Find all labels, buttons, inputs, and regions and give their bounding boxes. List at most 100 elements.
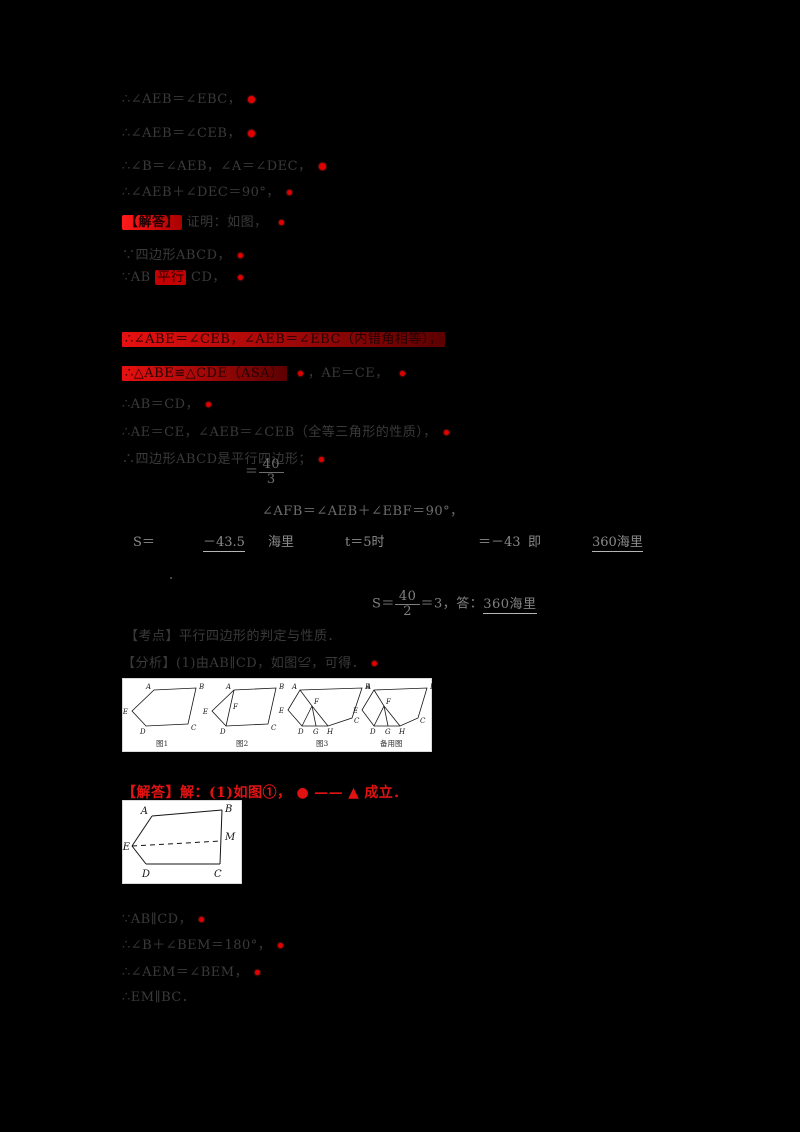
math-line: ∠AFB＝∠AEB＋∠EBF＝90°， <box>262 500 464 519</box>
topic-text: 【考点】平行四边形的判定与性质． <box>125 629 342 644</box>
point-label-A: A <box>225 683 231 691</box>
proof-text: ，AE＝CE， <box>307 366 389 381</box>
answer-prefix: 【解答】解：(1)如图①， <box>122 785 292 801</box>
answer-mark-icon <box>255 970 261 975</box>
answer-mark-icon <box>278 943 284 948</box>
proof-text: ∵AB∥CD， <box>122 912 193 927</box>
equation-mid: ＝3，答： <box>420 596 484 612</box>
triangle-icon: ▲ <box>348 785 360 801</box>
proof-text: CD， <box>191 270 226 285</box>
highlighted-proof-line: ∴∠ABE＝∠CEB，∠AEB＝∠EBC（内错角相等）， <box>122 328 446 347</box>
figure-edge <box>383 705 401 727</box>
proof-line: ∴EM∥BC． <box>122 986 195 1005</box>
point-label-D: D <box>297 728 304 736</box>
point-label-B: B <box>278 683 284 691</box>
point-label-G: G <box>385 728 391 736</box>
point-label-C: C <box>354 717 360 725</box>
math-token: S＝ <box>133 535 155 550</box>
point-label-E: E <box>352 707 358 715</box>
figure-2-edges <box>211 687 277 727</box>
answer-mark-icon <box>443 430 449 435</box>
solution-text: 证明：如图， <box>186 215 268 230</box>
point-label-A: A <box>145 683 151 691</box>
proof-text: ∴∠B＝∠AEB，∠A＝∠DEC， <box>122 159 312 174</box>
proof-text: ∴∠B＋∠BEM＝180°， <box>122 938 272 953</box>
fraction-numerator: 40 <box>394 590 421 605</box>
fraction-prefix: ＝ <box>245 464 259 480</box>
circle-icon: ● <box>296 785 310 801</box>
fraction-numerator: 40 <box>258 458 285 473</box>
analysis-text: 【分析】(1)由AB∥CD，如图≌，可得． <box>122 656 366 671</box>
proof-text: ∴∠AEM＝∠BEM， <box>122 965 249 980</box>
point-label-C: C <box>271 724 277 732</box>
math-token: 即 <box>528 535 542 550</box>
figure-edge <box>311 705 317 727</box>
point-label-C: C <box>214 869 222 880</box>
proof-line: ∴∠AEB＝∠CEB， <box>122 122 255 141</box>
equation-prefix: S＝ <box>372 596 395 612</box>
answer-suffix: 成立． <box>364 785 408 801</box>
solution-tag: 【解答】 <box>122 215 183 230</box>
equation-result: 360海里 <box>483 596 537 614</box>
proof-line: ∴∠AEB＋∠DEC＝90°， <box>122 181 292 200</box>
point-label-M: M <box>224 832 236 843</box>
answer-mark-icon <box>286 190 292 195</box>
figure-edge <box>311 705 329 727</box>
point-label-A: A <box>291 683 297 691</box>
fraction-denominator: 2 <box>403 603 413 619</box>
answer-mark-icon <box>237 275 243 280</box>
geometry-figure-strip: A B C D E 图1 A B C D E F 图2 <box>122 683 435 748</box>
proof-line: ∵四边形ABCD， <box>122 244 244 263</box>
proof-line: ∴∠B＝∠AEB，∠A＝∠DEC， <box>122 155 326 174</box>
point-label-D: D <box>139 728 146 736</box>
figure-edge <box>151 809 223 817</box>
point-label-F: F <box>385 698 392 706</box>
figure-edge <box>373 705 385 727</box>
proof-line: ∴∠AEM＝∠BEM， <box>122 961 261 980</box>
figure-edge <box>225 689 235 727</box>
math-token: ＝－43 <box>478 535 521 550</box>
point-label-E: E <box>122 842 131 853</box>
point-label-A: A <box>365 683 371 691</box>
figure-1-caption: 图1 <box>156 739 168 748</box>
math-text: ∠AFB＝∠AEB＋∠EBF＝90°， <box>262 504 464 519</box>
figure-edge <box>301 705 313 727</box>
solution-header-line: 【解答】 证明：如图， <box>122 211 285 230</box>
proof-text: ∴EM∥BC． <box>122 990 196 1005</box>
math-token: t＝5时 <box>345 535 385 550</box>
figure-edge <box>383 705 389 727</box>
point-label-G: G <box>313 728 319 736</box>
figure-3-edges <box>287 687 363 727</box>
point-label-C: C <box>420 717 426 725</box>
dashed-segment-EM <box>131 840 222 847</box>
figure-edge <box>131 687 197 727</box>
answer-mark-icon <box>206 402 212 407</box>
highlighted-proof-line: ∴△ABE≌△CDE（ASA） ，AE＝CE， <box>122 362 406 381</box>
figure-3-caption: 图3 <box>316 739 328 748</box>
answer-mark-icon <box>298 371 304 376</box>
figure-edge <box>373 689 385 707</box>
proof-text: ∵四边形ABCD， <box>122 248 232 263</box>
figure-edge <box>211 687 277 727</box>
point-label-F: F <box>313 698 320 706</box>
answer-mark-icon <box>400 371 406 376</box>
figure-edge <box>287 687 363 727</box>
blank-answer: －43.5 <box>203 531 245 552</box>
answer-mark-icon <box>247 130 255 137</box>
figure-edge <box>299 689 313 707</box>
proof-line: ∴∠AEB＝∠EBC， <box>122 88 256 107</box>
answer-mark-icon <box>279 220 285 225</box>
figure-edge <box>361 687 428 727</box>
analysis-line: 【分析】(1)由AB∥CD，如图≌，可得． <box>122 652 378 671</box>
proof-line: ∴四边形ABCD是平行四边形； <box>122 448 325 467</box>
point-label-E: E <box>122 708 128 716</box>
proof-text: ∴AE＝CE，∠AEB＝∠CEB（全等三角形的性质）， <box>122 425 437 440</box>
punctuation-text: ． <box>168 568 182 583</box>
proof-line: ∵AB∥CD， <box>122 908 205 927</box>
red-highlight-bar: ∴∠ABE＝∠CEB，∠AEB＝∠EBC（内错角相等）， <box>122 332 446 347</box>
point-label-B: B <box>198 683 204 691</box>
figure-strip-panel: A B C D E 图1 A B C D E F 图2 <box>122 678 435 752</box>
point-label-H: H <box>398 728 406 736</box>
proof-line: ∴AE＝CE，∠AEB＝∠CEB（全等三角形的性质）， <box>122 421 449 440</box>
answer-mark-icon <box>319 457 325 462</box>
